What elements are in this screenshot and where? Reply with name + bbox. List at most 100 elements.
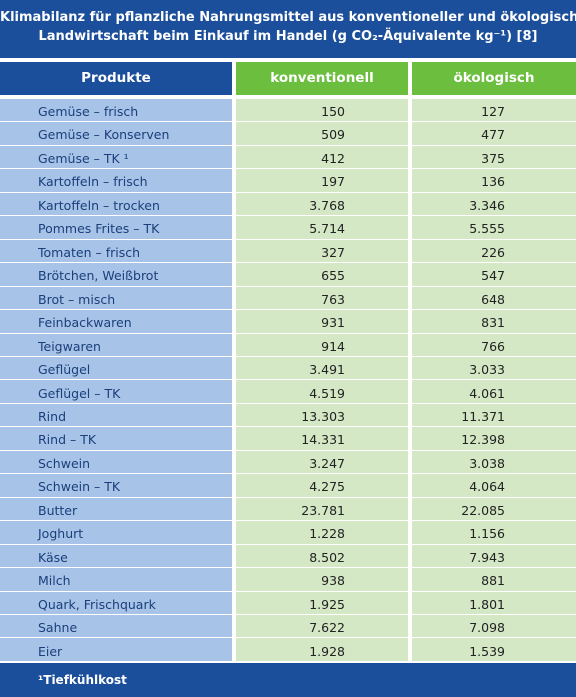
- value-cell: 1.801: [412, 592, 576, 616]
- table-row: Tomaten – frisch 327 226: [0, 240, 576, 264]
- product-cell: Brot – misch: [0, 287, 232, 311]
- product-cell: Gemüse – frisch: [0, 99, 232, 123]
- table-row: Sahne 7.622 7.098: [0, 615, 576, 639]
- table-row: Kartoffeln – frisch 197 136: [0, 169, 576, 193]
- value-cell: 12.398: [412, 427, 576, 451]
- table-row: Teigwaren 914 766: [0, 334, 576, 357]
- product-cell: Quark, Frischquark: [0, 592, 232, 616]
- product-cell: Brötchen, Weißbrot: [0, 263, 232, 287]
- value-cell: 509: [236, 122, 408, 146]
- product-cell: Geflügel: [0, 357, 232, 381]
- value-cell: 3.491: [236, 357, 408, 381]
- value-cell: 327: [236, 240, 408, 264]
- value-cell: 648: [412, 287, 576, 311]
- column-bg: [0, 99, 232, 662]
- value-cell: 655: [236, 263, 408, 287]
- value-cell: 4.519: [236, 381, 408, 404]
- value-cell: 22.085: [412, 498, 576, 522]
- value-cell: 23.781: [236, 498, 408, 522]
- value-cell: 14.331: [236, 427, 408, 451]
- value-cell: 7.943: [412, 545, 576, 569]
- table-row: Käse 8.502 7.943: [0, 545, 576, 569]
- column-header: Produkte: [0, 62, 232, 95]
- value-cell: 1.539: [412, 639, 576, 662]
- value-cell: 1.156: [412, 521, 576, 545]
- value-cell: 7.622: [236, 615, 408, 639]
- value-cell: 3.038: [412, 451, 576, 475]
- value-cell: 914: [236, 334, 408, 357]
- value-cell: 13.303: [236, 404, 408, 428]
- table-row: Kartoffeln – trocken 3.768 3.346: [0, 193, 576, 217]
- value-cell: 766: [412, 334, 576, 357]
- value-cell: 8.502: [236, 545, 408, 569]
- product-cell: Tomaten – frisch: [0, 240, 232, 264]
- product-cell: Joghurt: [0, 521, 232, 545]
- value-cell: 226: [412, 240, 576, 264]
- table-row: Schwein 3.247 3.038: [0, 451, 576, 475]
- title-line: Klimabilanz für pflanzliche Nahrungsmitt…: [0, 10, 576, 25]
- value-cell: 197: [236, 169, 408, 193]
- product-cell: Pommes Frites – TK: [0, 216, 232, 240]
- value-cell: 5.555: [412, 216, 576, 240]
- value-cell: 547: [412, 263, 576, 287]
- value-cell: 4.064: [412, 474, 576, 498]
- value-cell: 477: [412, 122, 576, 146]
- value-cell: 881: [412, 568, 576, 592]
- product-cell: Butter: [0, 498, 232, 522]
- table-row: Rind – TK 14.331 12.398: [0, 427, 576, 451]
- product-cell: Gemüse – Konserven: [0, 122, 232, 146]
- product-cell: Schwein – TK: [0, 474, 232, 498]
- value-cell: 7.098: [412, 615, 576, 639]
- column-header: konventionell: [236, 62, 408, 95]
- value-cell: 1.228: [236, 521, 408, 545]
- value-cell: 3.346: [412, 193, 576, 217]
- product-cell: Gemüse – TK ¹: [0, 146, 232, 170]
- product-cell: Eier: [0, 639, 232, 662]
- table-row: Gemüse – Konserven 509 477: [0, 122, 576, 146]
- table-row: Rind 13.303 11.371: [0, 404, 576, 428]
- value-cell: 375: [412, 146, 576, 170]
- value-cell: 136: [412, 169, 576, 193]
- table-row: Eier 1.928 1.539: [0, 639, 576, 662]
- product-cell: Kartoffeln – frisch: [0, 169, 232, 193]
- column-bg: [412, 99, 576, 662]
- value-cell: 831: [412, 310, 576, 334]
- product-cell: Feinbackwaren: [0, 310, 232, 334]
- table-row: Milch 938 881: [0, 568, 576, 592]
- product-cell: Schwein: [0, 451, 232, 475]
- value-cell: 150: [236, 99, 408, 123]
- value-cell: 938: [236, 568, 408, 592]
- value-cell: 412: [236, 146, 408, 170]
- value-cell: 1.925: [236, 592, 408, 616]
- product-cell: Sahne: [0, 615, 232, 639]
- table-row: Gemüse – TK ¹ 412 375: [0, 146, 576, 170]
- product-cell: Rind: [0, 404, 232, 428]
- table-row: Feinbackwaren 931 831: [0, 310, 576, 334]
- table-row: Gemüse – frisch 150 127: [0, 99, 576, 123]
- value-cell: 5.714: [236, 216, 408, 240]
- table-row: Quark, Frischquark 1.925 1.801: [0, 592, 576, 616]
- value-cell: 3.247: [236, 451, 408, 475]
- title-line: Landwirtschaft beim Einkauf im Handel (g…: [38, 29, 538, 44]
- product-cell: Rind – TK: [0, 427, 232, 451]
- product-cell: Teigwaren: [0, 334, 232, 357]
- table-row: Brötchen, Weißbrot 655 547: [0, 263, 576, 287]
- title-bar: Klimabilanz für pflanzliche Nahrungsmitt…: [0, 0, 576, 58]
- column-header: ökologisch: [412, 62, 576, 95]
- product-cell: Käse: [0, 545, 232, 569]
- value-cell: 763: [236, 287, 408, 311]
- table-row: Geflügel – TK 4.519 4.061: [0, 381, 576, 404]
- footnote: ¹Tiefkühlkost: [0, 663, 576, 697]
- value-cell: 1.928: [236, 639, 408, 662]
- value-cell: 3.033: [412, 357, 576, 381]
- value-cell: 127: [412, 99, 576, 123]
- value-cell: 4.275: [236, 474, 408, 498]
- product-cell: Kartoffeln – trocken: [0, 193, 232, 217]
- value-cell: 11.371: [412, 404, 576, 428]
- product-cell: Milch: [0, 568, 232, 592]
- table-row: Geflügel 3.491 3.033: [0, 357, 576, 381]
- table-row: Joghurt 1.228 1.156: [0, 521, 576, 545]
- table-row: Schwein – TK 4.275 4.064: [0, 474, 576, 498]
- value-cell: 3.768: [236, 193, 408, 217]
- table-row: Butter 23.781 22.085: [0, 498, 576, 522]
